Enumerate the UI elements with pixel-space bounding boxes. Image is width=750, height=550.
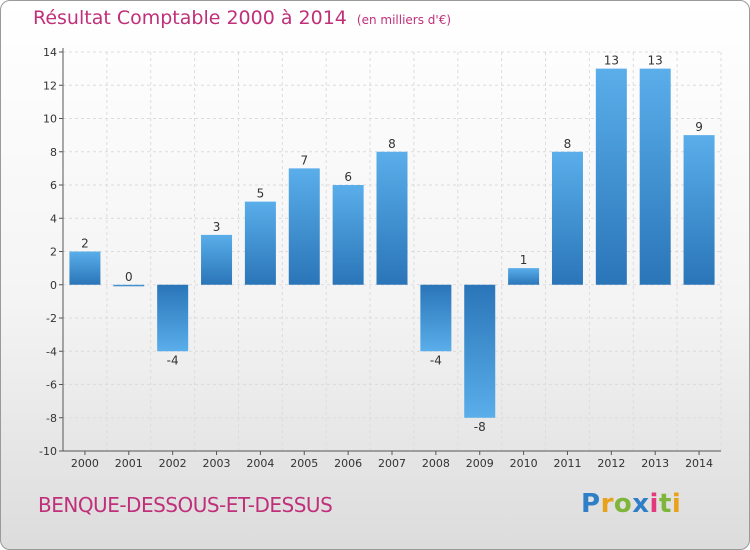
logo-letter: i	[671, 489, 682, 519]
data-label-2001: 0	[125, 270, 133, 284]
y-tick-label: 10	[43, 113, 57, 126]
x-tick-label: 2003	[203, 457, 231, 470]
data-label-2004: 5	[257, 187, 265, 201]
data-label-2002: -4	[167, 353, 179, 367]
y-tick-label: -2	[46, 312, 57, 325]
x-tick-label: 2006	[334, 457, 362, 470]
y-tick-label: 12	[43, 79, 57, 92]
y-tick-label: -4	[46, 345, 57, 358]
data-label-2013: 13	[648, 54, 663, 68]
x-tick-label: 2004	[246, 457, 274, 470]
bar-2006	[332, 185, 364, 285]
data-label-2003: 3	[213, 220, 221, 234]
bar-2010	[508, 268, 540, 285]
y-tick-label: -6	[46, 379, 57, 392]
x-tick-label: 2013	[641, 457, 669, 470]
bar-2007	[376, 151, 408, 285]
bar-2012	[595, 68, 627, 285]
bar-2014	[683, 135, 715, 285]
x-tick-label: 2002	[159, 457, 187, 470]
bar-2011	[551, 151, 583, 285]
y-tick-label: 6	[50, 179, 57, 192]
data-label-2005: 7	[300, 153, 308, 167]
x-tick-label: 2008	[422, 457, 450, 470]
y-tick-label: -10	[39, 445, 57, 458]
y-tick-label: -8	[46, 412, 57, 425]
x-tick-label: 2001	[115, 457, 143, 470]
y-tick-label: 8	[50, 146, 57, 159]
data-label-2014: 9	[695, 120, 703, 134]
y-tick-label: 0	[50, 279, 57, 292]
bar-2001	[113, 284, 145, 287]
logo-letter: P	[581, 489, 601, 519]
bar-2013	[639, 68, 671, 285]
bar-2002	[157, 284, 189, 352]
bar-2005	[288, 168, 320, 285]
logo-letter: o	[613, 489, 633, 519]
logo-letter: t	[658, 489, 672, 519]
bar-2008	[420, 284, 452, 352]
data-label-2008: -4	[430, 353, 442, 367]
y-tick-label: 2	[50, 246, 57, 259]
x-tick-label: 2009	[466, 457, 494, 470]
x-tick-label: 2014	[685, 457, 713, 470]
logo-letter: x	[632, 489, 650, 519]
data-label-2000: 2	[81, 237, 89, 251]
commune-name: BENQUE-DESSOUS-ET-DESSUS	[38, 493, 333, 517]
x-tick-label: 2005	[290, 457, 318, 470]
bar-2009	[464, 284, 496, 418]
data-label-2010: 1	[520, 253, 528, 267]
bar-2000	[69, 251, 101, 285]
data-label-2006: 6	[344, 170, 352, 184]
data-label-2007: 8	[388, 137, 396, 151]
x-tick-label: 2010	[510, 457, 538, 470]
proxiti-logo: Proxiti	[581, 489, 681, 519]
chart-unit: (en milliers d'€)	[356, 13, 452, 27]
logo-letter: i	[649, 489, 659, 519]
x-tick-label: 2000	[71, 457, 99, 470]
chart-title-text: Résultat Comptable 2000 à 2014	[33, 7, 347, 29]
x-tick-label: 2012	[597, 457, 625, 470]
data-label-2012: 13	[604, 54, 619, 68]
x-tick-label: 2007	[378, 457, 406, 470]
y-tick-label: 4	[50, 212, 57, 225]
data-label-2011: 8	[564, 137, 572, 151]
y-tick-label: 14	[43, 46, 57, 59]
data-label-2009: -8	[474, 420, 486, 434]
logo-letter: r	[600, 489, 614, 519]
x-tick-label: 2011	[553, 457, 581, 470]
bar-2003	[201, 234, 233, 285]
chart-title: Résultat Comptable 2000 à 2014 (en millie…	[33, 7, 451, 29]
bar-2004	[244, 201, 276, 285]
